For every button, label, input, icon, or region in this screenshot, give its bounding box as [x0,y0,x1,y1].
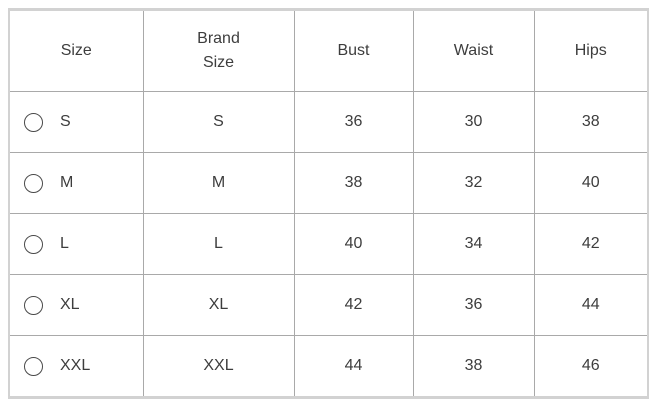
size-option-l[interactable]: L [10,214,143,274]
table-row-l: L L 40 34 42 [8,213,649,275]
waist-cell: 38 [412,335,535,398]
size-option-xl[interactable]: XL [10,275,143,335]
size-label: M [60,174,74,191]
brand-size-cell: L [142,213,295,275]
column-header-hips-label: Hips [574,41,607,59]
radio-button-icon[interactable] [24,295,43,315]
table-row-xl: XL XL 42 36 44 [8,274,649,336]
bust-cell: 40 [293,213,414,275]
size-cell-xl: XL [8,274,144,336]
size-label: S [60,113,71,130]
hips-cell: 40 [533,152,649,214]
table-row-m: M M 38 32 40 [8,152,649,214]
bust-cell: 42 [293,274,414,336]
size-cell-l: L [8,213,144,275]
bust-cell: 44 [293,335,414,398]
size-cell-s: S [8,91,144,153]
brand-size-cell: M [142,152,295,214]
bust-cell: 36 [293,91,414,153]
brand-size-cell: XXL [142,335,295,398]
waist-cell: 34 [412,213,535,275]
table-row-xxl: XXL XXL 44 38 46 [8,335,649,398]
column-header-waist: Waist [412,9,535,92]
radio-button-icon[interactable] [24,173,43,193]
hips-cell: 42 [533,213,649,275]
column-header-bust: Bust [293,9,414,92]
hips-cell: 46 [533,335,649,398]
column-header-hips: Hips [533,9,649,92]
column-header-brand-size: Brand Size [142,9,295,92]
size-chart-table: Size Brand Size Bust Waist Hips S S 36 3… [8,8,649,399]
hips-cell: 38 [533,91,649,153]
column-header-size-label: Size [60,41,92,59]
size-label: XXL [60,357,91,374]
bust-cell: 38 [293,152,414,214]
column-header-bust-label: Bust [337,41,370,59]
waist-cell: 30 [412,91,535,153]
size-cell-m: M [8,152,144,214]
radio-button-icon[interactable] [24,356,43,376]
size-option-m[interactable]: M [10,153,143,213]
hips-cell: 44 [533,274,649,336]
column-header-size: Size [8,9,144,92]
waist-cell: 32 [412,152,535,214]
size-option-s[interactable]: S [10,92,143,152]
size-label: L [60,235,69,252]
radio-button-icon[interactable] [24,112,43,132]
size-option-xxl[interactable]: XXL [10,336,143,396]
radio-button-icon[interactable] [24,234,43,254]
brand-size-cell: S [142,91,295,153]
waist-cell: 36 [412,274,535,336]
column-header-brand-size-label: Brand Size [197,30,240,71]
size-label: XL [60,296,80,313]
table-header-row: Size Brand Size Bust Waist Hips [8,9,649,92]
table-row-s: S S 36 30 38 [8,91,649,153]
size-cell-xxl: XXL [8,335,144,398]
brand-size-cell: XL [142,274,295,336]
column-header-waist-label: Waist [453,41,494,59]
